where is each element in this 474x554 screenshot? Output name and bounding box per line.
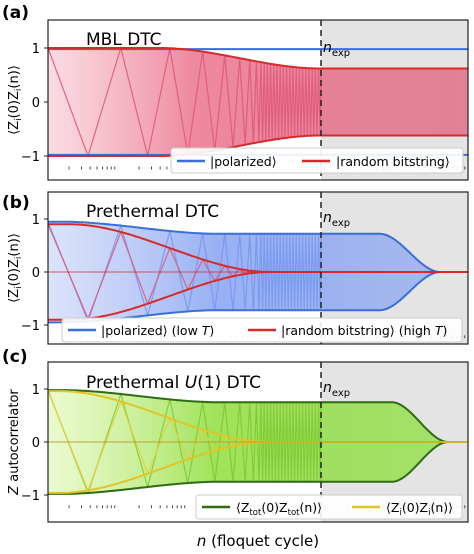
panel-b-frame: [47, 191, 469, 345]
panel-c-ztot-envelope-upper: [48, 389, 468, 443]
legend-label-polarized: |polarized⟩: [210, 154, 277, 169]
ytick-label: 1: [32, 213, 40, 228]
panel-b-polarized-envelope-upper: [48, 220, 468, 273]
ytick-label: 0: [32, 266, 40, 281]
panel-c: (c) Prethermal U(1) DTC nexp Z autocorre…: [2, 347, 469, 550]
panel-a-random-envelope-upper: [48, 47, 468, 70]
panel-b-ylabel: ⟨Zi(0)Zi(n)⟩: [7, 233, 24, 303]
legend-label-ztot: ⟨Ztot(0)Ztot(n)⟩: [236, 500, 322, 518]
panel-a-label: (a): [2, 3, 29, 23]
panel-b: (b) Prethermal DTC nexp ⟨Zi(0)Zi(n)⟩ 1 0 −…: [2, 191, 469, 345]
panel-a-ylabel: ⟨Zi(0)Zi(n)⟩: [7, 65, 24, 135]
panel-c-nexp-sub: exp: [332, 388, 350, 399]
panel-b-nexp-sub: exp: [332, 218, 350, 229]
ytick-label: 0: [32, 436, 40, 451]
legend-label-random-highT: |random bitstring⟩ (high T): [281, 323, 447, 338]
ytick-label: 1: [32, 383, 40, 398]
panel-c-ylabel: Z autocorrelator: [7, 389, 22, 496]
panel-b-nexp: nexp: [323, 210, 350, 229]
legend-label-polarized-lowT: |polarized⟩ (low T): [101, 323, 214, 338]
panel-a-nexp-sub: exp: [332, 48, 350, 59]
panel-c-nexp: nexp: [323, 380, 350, 399]
panel-b-marks: [47, 220, 468, 324]
ytick-label: −1: [21, 319, 40, 334]
ytick-label: −1: [21, 150, 40, 165]
panel-c-marks: [47, 389, 468, 495]
panel-c-legend-box: [195, 494, 463, 520]
panel-a-nexp: nexp: [323, 40, 350, 59]
panel-a-marks: [47, 45, 468, 158]
ytick-label: 0: [32, 96, 40, 111]
panel-c-title: Prethermal U(1) DTC: [86, 373, 261, 393]
legend-label-zi: ⟨Zi(0)Zi(n)⟩: [386, 500, 453, 518]
panel-c-ztot-envelope-lower: [48, 441, 468, 495]
legend-label-random: |random bitstring⟩: [336, 154, 450, 169]
panel-a-title: MBL DTC: [86, 30, 162, 50]
panel-c-label: (c): [2, 347, 28, 367]
panel-a-frame: [47, 19, 469, 181]
ytick-label: 1: [32, 42, 40, 57]
panel-a-legend: |polarized⟩ |random bitstring⟩: [170, 147, 464, 174]
panel-b-label: (b): [2, 193, 30, 213]
panel-a: (a) MBL DTC nexp ⟨Zi(0)Zi(n)⟩ 1 0 −1 |pola…: [2, 3, 469, 181]
panel-b-legend: |polarized⟩ (low T) |random bitstring⟩ (…: [61, 317, 463, 343]
panel-b-title: Prethermal DTC: [86, 202, 219, 222]
x-axis-label: n (floquet cycle): [197, 532, 319, 550]
panel-c-legend: ⟨Ztot(0)Ztot(n)⟩ ⟨Zi(0)Zi(n)⟩: [195, 494, 463, 520]
panel-a-random-envelope-lower: [48, 134, 468, 157]
ytick-label: −1: [21, 489, 40, 504]
